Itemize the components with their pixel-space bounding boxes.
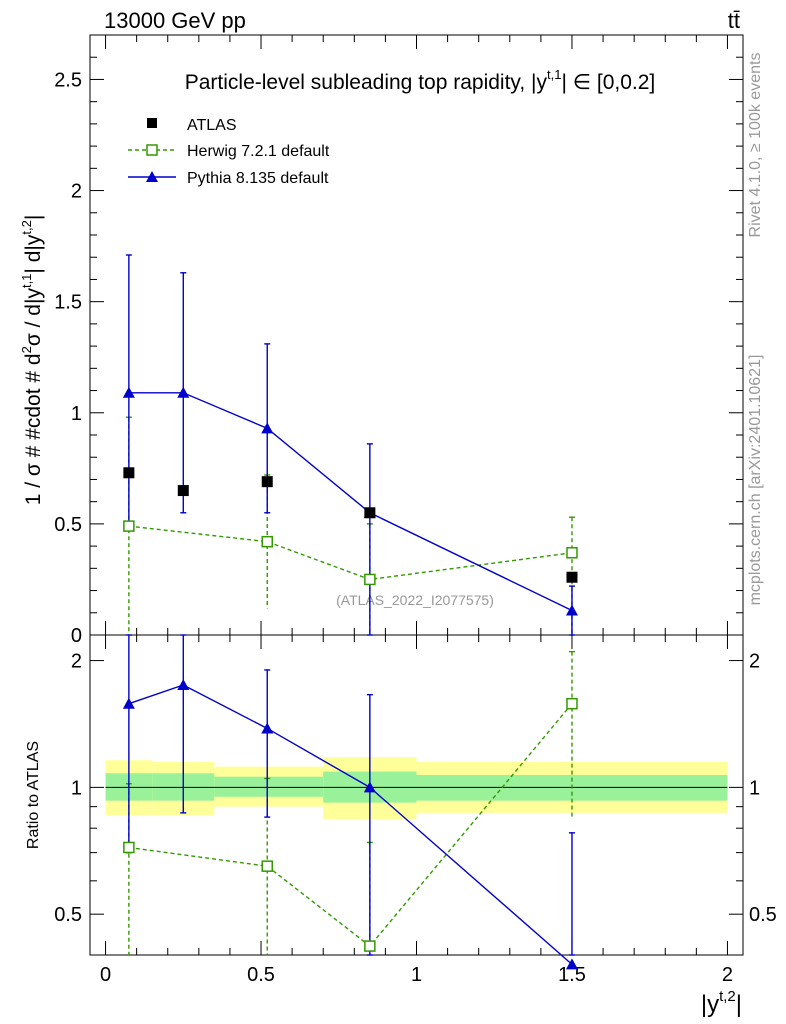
ratio-herwig-line (128, 703, 573, 948)
header-process-label: tt̄ (728, 8, 740, 33)
legend-pythia-label: Pythia 8.135 default (187, 170, 329, 187)
legend-atlas-marker (147, 118, 157, 128)
herwig-point (123, 520, 135, 532)
main-y-axis-label: 1 / σ # #cdot # d2σ / d|yt,1| d|yt,2| (19, 215, 45, 506)
y-tick-label-zero: 0 (71, 625, 82, 647)
x-axis-label: |yt,2| (701, 988, 742, 1018)
pythia-point (122, 386, 135, 398)
header-energy-label: 13000 GeV pp (104, 8, 246, 33)
atlas-point (177, 485, 189, 497)
legend-herwig-label: Herwig 7.2.1 default (187, 143, 330, 160)
atlas-point (123, 467, 135, 479)
ratio-plot-layer: 0 0.5 1 1.5 2 0.5 0.5 1 1 2 2 (54, 634, 777, 986)
pythia-line (128, 392, 573, 612)
x-tick-label: 2 (722, 964, 733, 986)
ratio-pythia-point (565, 958, 578, 970)
herwig-line (128, 525, 573, 581)
x-tick-label: 1 (411, 964, 422, 986)
legend-atlas-label: ATLAS (187, 117, 237, 134)
y-tick-label: 2 (71, 181, 82, 203)
pythia-point (261, 422, 274, 434)
ratio-pythia-point (122, 697, 135, 709)
atlas-point (566, 571, 578, 583)
ratio-y-tick-label-left: 0.5 (54, 904, 82, 926)
ratio-y-tick-label-right: 2 (749, 651, 760, 673)
ratio-pythia-point (261, 722, 274, 734)
y-tick-label: 0.5 (54, 514, 82, 536)
ratio-herwig-point (261, 860, 273, 872)
atlas-point (364, 507, 376, 519)
herwig-point (566, 547, 578, 559)
legend-pythia-marker (146, 171, 158, 182)
y-tick-label: 2.5 (54, 69, 82, 91)
legend-herwig-marker (146, 144, 158, 156)
atlas-point (261, 476, 273, 488)
main-plot-layer: 0.5 1 1.5 2 2.5 0 (54, 35, 743, 647)
pythia-point (177, 386, 190, 398)
ratio-uncertainty-band-inner (214, 776, 324, 797)
pythia-point (565, 604, 578, 616)
x-tick-label: 0.5 (247, 964, 275, 986)
legend: ATLAS Herwig 7.2.1 default Pythia 8.135 … (128, 117, 330, 187)
ratio-pythia-point (363, 781, 376, 793)
mcplots-label: mcplots.cern.ch [arXiv:2401.10621] (747, 355, 764, 606)
ratio-y-axis-label: Ratio to ATLAS (25, 741, 42, 849)
ratio-pythia-line (128, 684, 573, 965)
plot-title: Particle-level subleading top rapidity, … (185, 67, 656, 94)
analysis-watermark: (ATLAS_2022_I2077575) (336, 592, 494, 608)
ratio-y-tick-label-right: 1 (749, 777, 760, 799)
herwig-point (261, 535, 273, 548)
x-tick-label: 1.5 (558, 964, 586, 986)
y-tick-label: 1 (71, 403, 82, 425)
y-tick-label: 1.5 (54, 292, 82, 314)
ratio-y-tick-label-right: 0.5 (749, 904, 777, 926)
ratio-herwig-point (123, 841, 135, 854)
ratio-pythia-point (177, 678, 190, 690)
x-tick-label: 0 (100, 964, 111, 986)
rivet-label: Rivet 4.1.0, ≥ 100k events (747, 53, 764, 238)
ratio-y-tick-label-left: 1 (71, 777, 82, 799)
ratio-herwig-point (566, 697, 578, 710)
ratio-herwig-point (364, 940, 376, 952)
herwig-point (364, 573, 376, 586)
ratio-y-tick-label-left: 2 (71, 651, 82, 673)
